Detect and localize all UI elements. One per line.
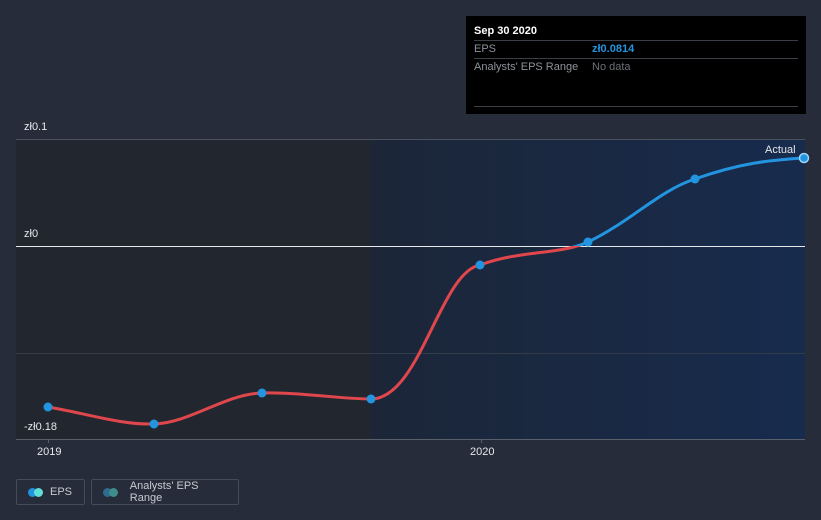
eps-line (47, 156, 805, 426)
eps-point[interactable] (475, 260, 485, 270)
tooltip-range-value: No data (592, 61, 631, 73)
past-region (16, 139, 371, 439)
legend-label-eps: EPS (49, 486, 72, 498)
y-label-zero: zł0 (24, 228, 39, 240)
tooltip-date: Sep 30 2020 (474, 16, 798, 41)
legend-label-analysts-range: Analysts' EPS Range (129, 480, 199, 504)
eps-points[interactable] (43, 152, 810, 429)
legend-item-eps[interactable]: EPS (16, 479, 85, 505)
tooltip: Sep 30 2020 EPS zł0.0814 Analysts' EPS R… (466, 16, 806, 114)
eps-point[interactable] (366, 394, 376, 404)
tooltip-row-range: Analysts' EPS Range No data (474, 59, 798, 76)
tooltip-eps-value: zł0.0814 (592, 43, 635, 55)
eps-point[interactable] (149, 419, 159, 429)
eps-point[interactable] (43, 402, 53, 412)
tooltip-range-label: Analysts' EPS Range (474, 61, 579, 73)
x-label-2019: 2019 (37, 446, 62, 458)
x-label-2020: 2020 (470, 446, 495, 458)
legend-item-analysts-range[interactable]: Analysts' EPS Range (91, 479, 239, 505)
eps-point[interactable] (583, 237, 593, 247)
tooltip-row-eps: EPS zł0.0814 (474, 41, 798, 59)
highlight-region (371, 139, 805, 439)
eps-point[interactable] (257, 388, 267, 398)
tooltip-divider (474, 106, 798, 107)
actual-label: Actual (765, 144, 796, 156)
eps-legend-icon (28, 487, 43, 497)
legend: EPS Analysts' EPS Range (16, 479, 239, 505)
analysts-range-legend-icon (103, 487, 118, 497)
tooltip-eps-label: EPS (474, 43, 497, 55)
y-label-bottom: -zł0.18 (24, 421, 58, 433)
eps-point[interactable] (690, 174, 700, 184)
eps-point-selected[interactable] (798, 152, 810, 164)
y-label-top: zł0.1 (24, 121, 48, 133)
